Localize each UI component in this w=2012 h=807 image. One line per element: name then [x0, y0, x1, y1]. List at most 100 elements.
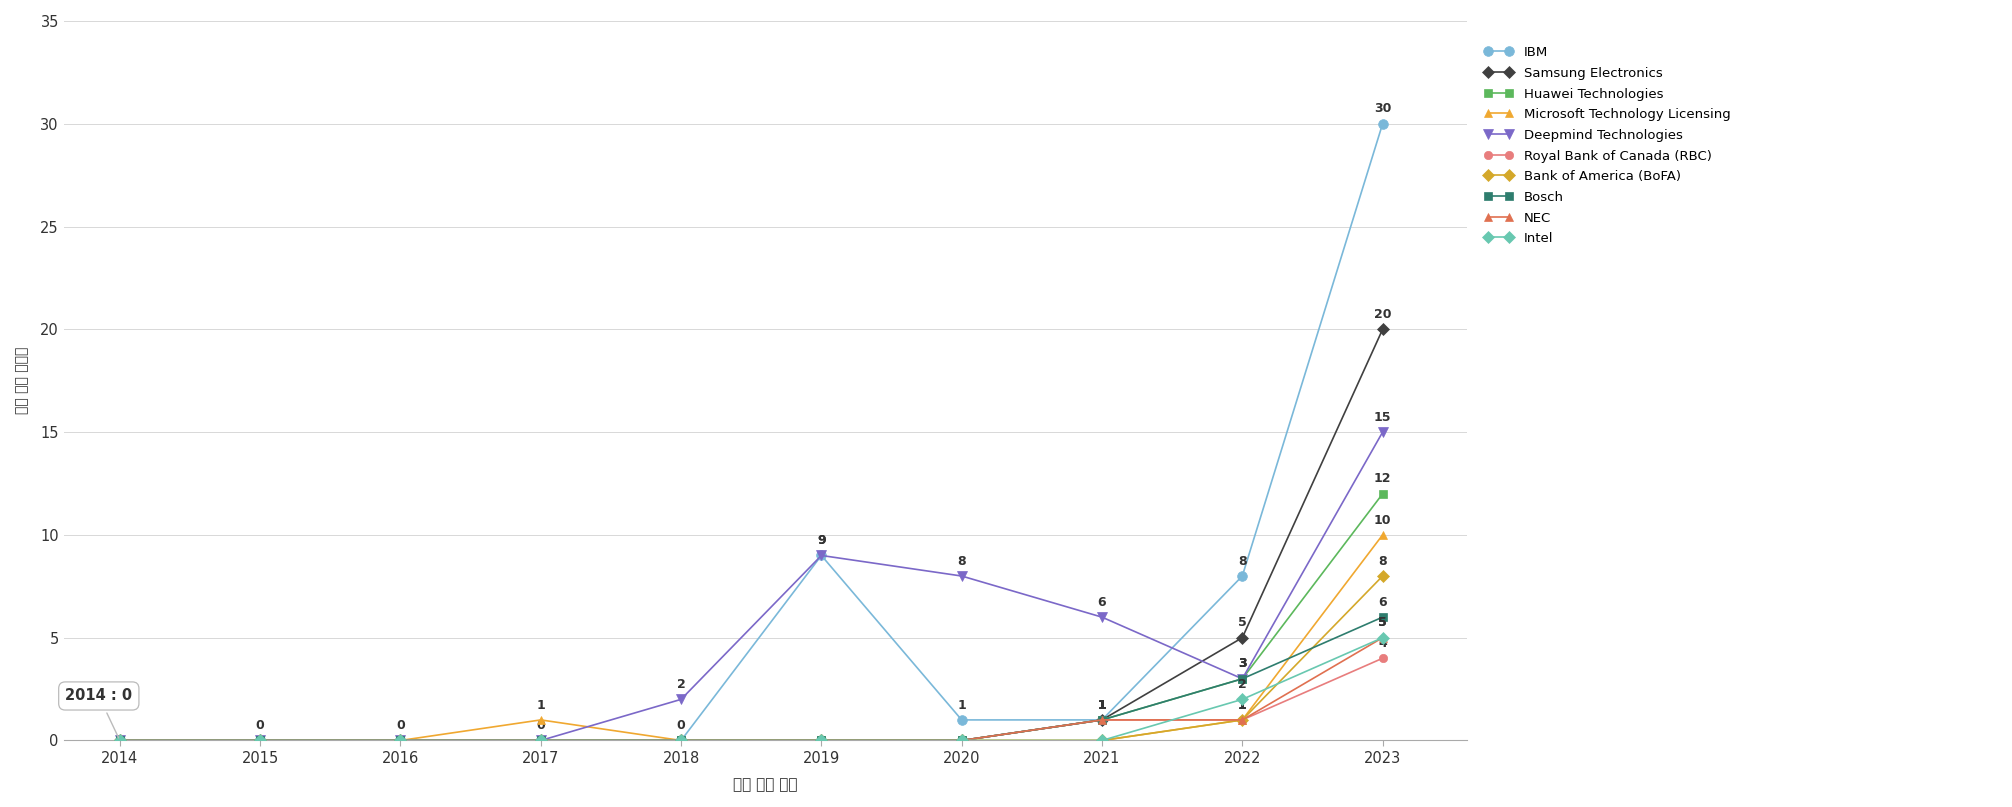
Intel	[670, 736, 694, 746]
Royal Bank of Canada (RBC)	[1229, 715, 1253, 725]
NEC	[1370, 633, 1394, 642]
Huawei Technologies	[109, 736, 133, 746]
Line: Samsung Electronics: Samsung Electronics	[115, 325, 1386, 745]
NEC	[109, 736, 133, 746]
Text: 0: 0	[537, 719, 545, 732]
NEC	[1229, 715, 1253, 725]
Text: 1: 1	[1099, 699, 1107, 712]
Microsoft Technology Licensing	[1091, 736, 1115, 746]
Text: 1: 1	[1099, 699, 1107, 712]
Text: 5: 5	[1378, 617, 1386, 629]
IBM	[247, 736, 272, 746]
Text: 1: 1	[537, 699, 545, 712]
Huawei Technologies	[247, 736, 272, 746]
Text: 2: 2	[676, 678, 686, 691]
Huawei Technologies	[1229, 674, 1253, 684]
Microsoft Technology Licensing	[1370, 530, 1394, 540]
Text: 3: 3	[1237, 658, 1247, 671]
Bosch	[529, 736, 553, 746]
Line: Bank of America (BoFA): Bank of America (BoFA)	[115, 572, 1386, 745]
Y-axis label: 특허 출원 공개량: 특허 출원 공개량	[14, 347, 28, 415]
Microsoft Technology Licensing	[109, 736, 133, 746]
NEC	[247, 736, 272, 746]
Bank of America (BoFA)	[109, 736, 133, 746]
Text: 0: 0	[256, 719, 264, 732]
Line: Deepmind Technologies: Deepmind Technologies	[115, 427, 1388, 746]
Deepmind Technologies	[1091, 613, 1115, 622]
Bosch	[1370, 613, 1394, 622]
Bosch	[670, 736, 694, 746]
IBM	[388, 736, 412, 746]
Deepmind Technologies	[670, 695, 694, 705]
Deepmind Technologies	[950, 571, 974, 581]
Royal Bank of Canada (RBC)	[109, 736, 133, 746]
Text: 9: 9	[817, 534, 825, 547]
Deepmind Technologies	[388, 736, 412, 746]
Huawei Technologies	[950, 736, 974, 746]
Microsoft Technology Licensing	[809, 736, 833, 746]
Microsoft Technology Licensing	[1229, 715, 1253, 725]
Text: 8: 8	[958, 554, 966, 567]
Microsoft Technology Licensing	[529, 715, 553, 725]
Bank of America (BoFA)	[529, 736, 553, 746]
IBM	[670, 736, 694, 746]
Royal Bank of Canada (RBC)	[809, 736, 833, 746]
Line: Huawei Technologies: Huawei Technologies	[115, 490, 1386, 745]
Text: 10: 10	[1374, 513, 1392, 527]
Text: 3: 3	[1237, 658, 1247, 671]
Text: 8: 8	[1378, 554, 1386, 567]
IBM	[529, 736, 553, 746]
Microsoft Technology Licensing	[247, 736, 272, 746]
Line: Royal Bank of Canada (RBC): Royal Bank of Canada (RBC)	[115, 654, 1386, 745]
IBM	[950, 715, 974, 725]
Intel	[1091, 736, 1115, 746]
Text: 2014 : 0: 2014 : 0	[64, 688, 133, 738]
Bank of America (BoFA)	[388, 736, 412, 746]
Text: 0: 0	[396, 719, 404, 732]
Samsung Electronics	[247, 736, 272, 746]
Text: 15: 15	[1374, 411, 1392, 424]
NEC	[529, 736, 553, 746]
IBM	[1229, 571, 1253, 581]
Bank of America (BoFA)	[670, 736, 694, 746]
Text: 6: 6	[1378, 596, 1386, 608]
Bosch	[388, 736, 412, 746]
Bank of America (BoFA)	[1370, 571, 1394, 581]
Text: 20: 20	[1374, 308, 1392, 321]
Intel	[388, 736, 412, 746]
Deepmind Technologies	[109, 736, 133, 746]
Text: 1: 1	[1237, 699, 1247, 712]
Microsoft Technology Licensing	[388, 736, 412, 746]
Legend: IBM, Samsung Electronics, Huawei Technologies, Microsoft Technology Licensing, D: IBM, Samsung Electronics, Huawei Technol…	[1481, 42, 1734, 249]
NEC	[950, 736, 974, 746]
Royal Bank of Canada (RBC)	[529, 736, 553, 746]
Line: Microsoft Technology Licensing: Microsoft Technology Licensing	[115, 531, 1386, 745]
Huawei Technologies	[809, 736, 833, 746]
Samsung Electronics	[1229, 633, 1253, 642]
Text: 30: 30	[1374, 102, 1392, 115]
Text: 8: 8	[1237, 554, 1247, 567]
Intel	[529, 736, 553, 746]
Samsung Electronics	[950, 736, 974, 746]
Intel	[950, 736, 974, 746]
Samsung Electronics	[1091, 715, 1115, 725]
Text: 1: 1	[1099, 699, 1107, 712]
Royal Bank of Canada (RBC)	[388, 736, 412, 746]
Line: NEC: NEC	[115, 633, 1386, 745]
Text: 4: 4	[1378, 637, 1386, 650]
Intel	[809, 736, 833, 746]
Text: 5: 5	[1237, 617, 1247, 629]
Text: 2: 2	[1237, 678, 1247, 691]
Text: 3: 3	[1237, 658, 1247, 671]
Samsung Electronics	[388, 736, 412, 746]
Microsoft Technology Licensing	[950, 736, 974, 746]
Text: 1: 1	[958, 699, 966, 712]
X-axis label: 특허 발행 연도: 특허 발행 연도	[732, 777, 797, 792]
Huawei Technologies	[1091, 715, 1115, 725]
IBM	[809, 550, 833, 560]
Samsung Electronics	[109, 736, 133, 746]
Huawei Technologies	[529, 736, 553, 746]
Text: 1: 1	[1099, 699, 1107, 712]
Bank of America (BoFA)	[809, 736, 833, 746]
Royal Bank of Canada (RBC)	[247, 736, 272, 746]
